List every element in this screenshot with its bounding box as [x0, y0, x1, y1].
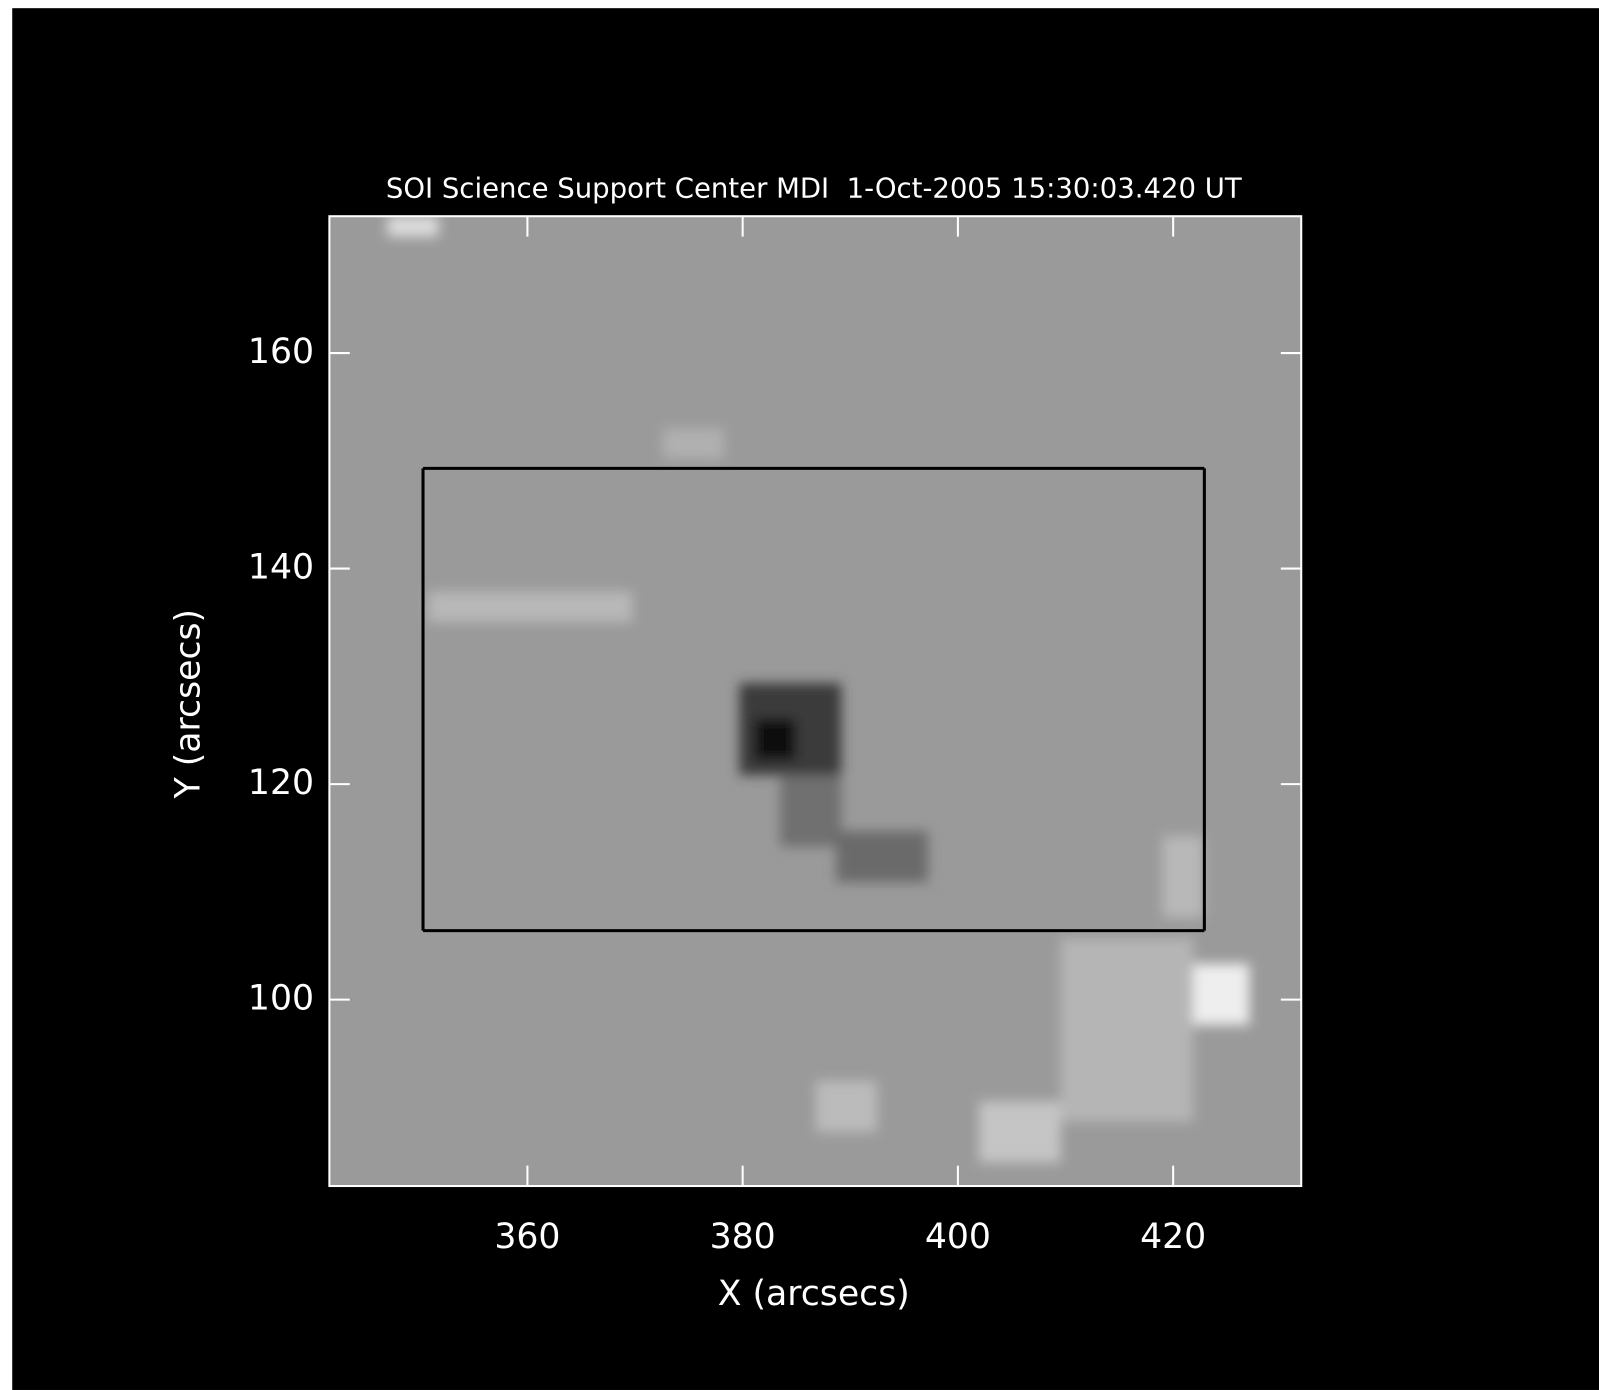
x-tick-label: 400 [925, 1217, 991, 1257]
magnetogram [329, 216, 1301, 1186]
page: SOI Science Support Center MDI 1-Oct-200… [0, 0, 1599, 1390]
chart: SOI Science Support Center MDI 1-Oct-200… [0, 0, 1599, 1390]
y-tick-label: 160 [248, 332, 314, 372]
y-axis-label: Y (arcsecs) [169, 609, 209, 800]
x-tick-label: 420 [1140, 1217, 1206, 1257]
y-tick-label: 100 [248, 979, 314, 1019]
y-tick-label: 120 [248, 763, 314, 803]
x-tick-label: 380 [710, 1217, 776, 1257]
y-tick-label: 140 [248, 548, 314, 588]
x-axis-label: X (arcsecs) [718, 1274, 910, 1314]
chart-title: SOI Science Support Center MDI 1-Oct-200… [386, 173, 1242, 205]
x-tick-label: 360 [494, 1217, 560, 1257]
